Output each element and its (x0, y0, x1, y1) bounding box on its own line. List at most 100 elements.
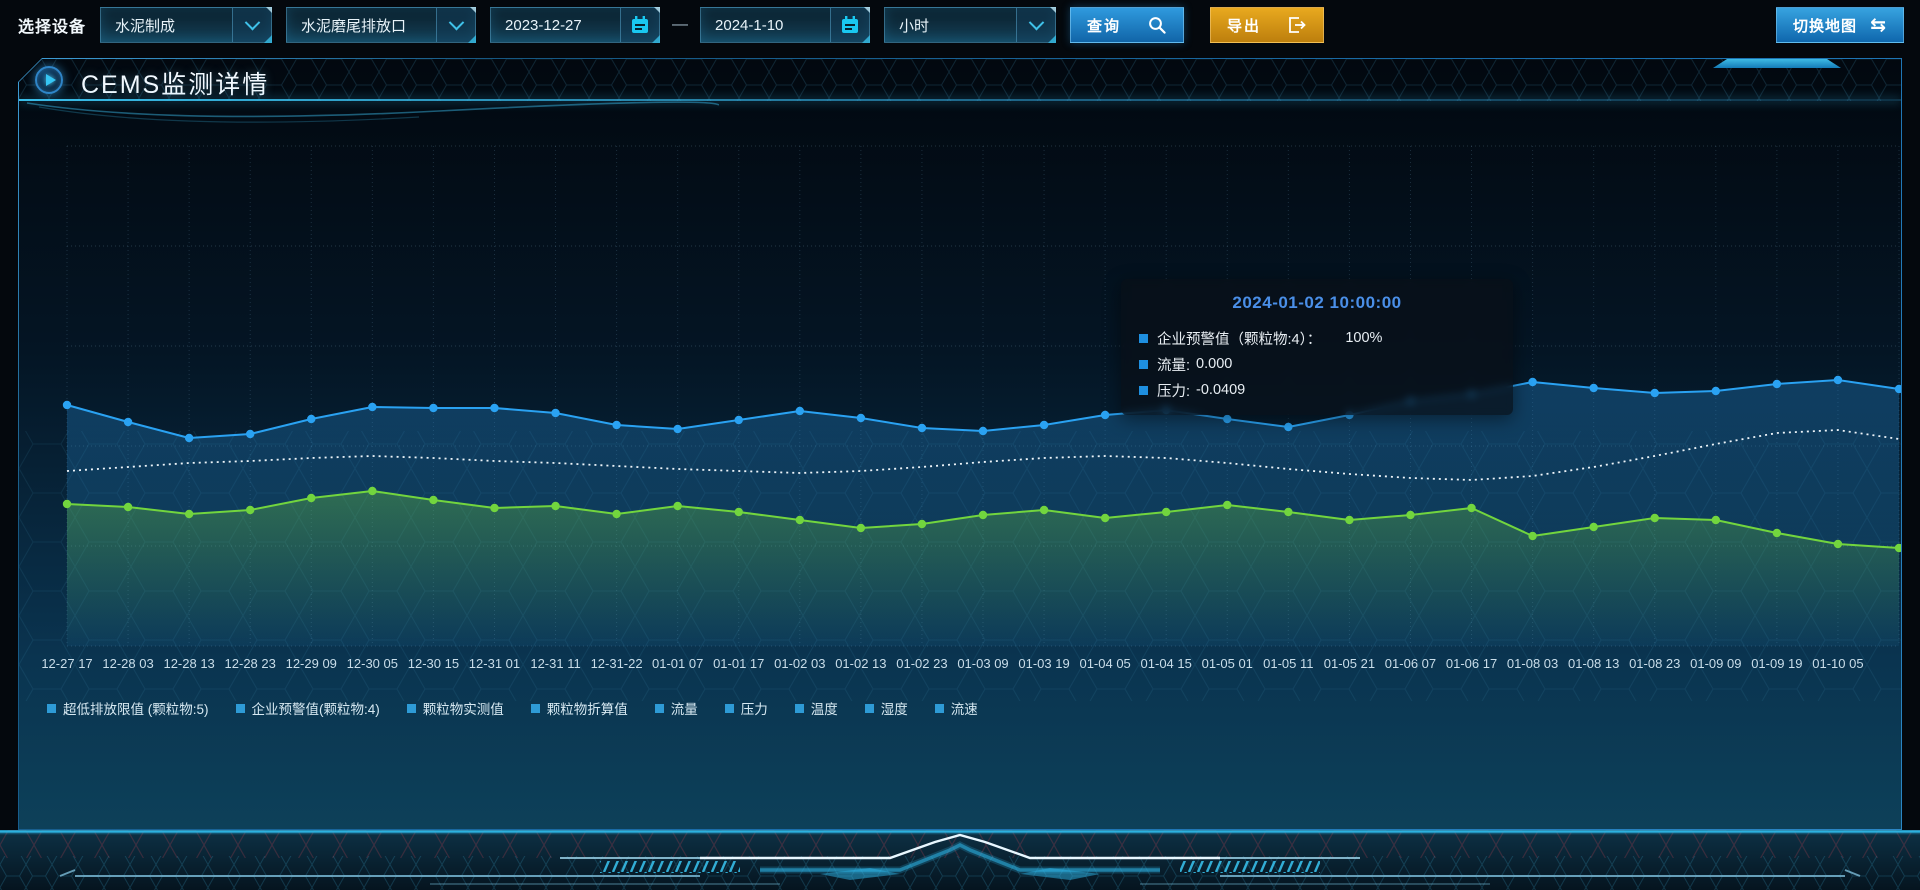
svg-text:12-29 09: 12-29 09 (286, 656, 337, 671)
tooltip-row: 压力: -0.0409 (1139, 377, 1495, 403)
svg-text:01-08 13: 01-08 13 (1568, 656, 1619, 671)
end-date-value: 2024-1-10 (715, 16, 784, 34)
calendar-icon-glyph (842, 16, 859, 33)
svg-text:01-05 01: 01-05 01 (1202, 656, 1253, 671)
header-tab-decoration (1713, 59, 1841, 68)
svg-text:01-01 17: 01-01 17 (713, 656, 764, 671)
chart-legend: 超低排放限值 (颗粒物:5) 企业预警值(颗粒物:4) 颗粒物实测值 颗粒物折算值 流量… (47, 698, 978, 718)
legend-item[interactable]: 流量 (654, 698, 698, 718)
tooltip-series-value: 0.000 (1196, 356, 1233, 372)
legend-item[interactable]: 压力 (724, 698, 768, 718)
legend-item[interactable]: 湿度 (864, 698, 908, 718)
x-axis-labels: 12-27 17 12-28 03 12-28 13 12-28 23 12-29 09… (41, 656, 1863, 671)
svg-text:12-30 05: 12-30 05 (347, 656, 398, 671)
legend-marker-icon (864, 703, 874, 713)
chart-point-markers (62, 375, 1901, 553)
legend-marker-icon (654, 703, 664, 713)
panel-header: CEMS监测详情 (19, 59, 1901, 101)
legend-item-label: 流量 (670, 702, 698, 717)
legend-marker-icon (724, 703, 734, 713)
legend-item[interactable]: 流速 (934, 698, 978, 718)
legend-item-label: 超低排放限值 (颗粒物:5) (63, 702, 209, 717)
legend-item[interactable]: 颗粒物实测值 (406, 698, 504, 718)
legend-marker-icon (235, 703, 245, 713)
legend-item[interactable]: 温度 (794, 698, 838, 718)
legend-marker-icon (530, 703, 540, 713)
legend-marker-icon (47, 703, 56, 713)
legend-item-label: 温度 (810, 702, 838, 717)
tooltip-series-marker-icon (1139, 359, 1148, 369)
device-select-label: 选择设备 (18, 19, 87, 36)
outlet-select-value: 水泥磨尾排放口 (301, 17, 407, 35)
tooltip-series-value: 100% (1345, 330, 1383, 346)
svg-text:01-10 05: 01-10 05 (1812, 656, 1863, 671)
tooltip-series-value: -0.0409 (1196, 382, 1246, 398)
legend-marker-icon (934, 703, 944, 713)
svg-text:01-09 19: 01-09 19 (1751, 656, 1802, 671)
cems-panel-body: CEMS监测详情 (19, 59, 1901, 829)
svg-text:01-08 03: 01-08 03 (1507, 656, 1558, 671)
date-range-separator: — (672, 16, 689, 33)
svg-text:12-28 23: 12-28 23 (225, 656, 276, 671)
device-select-value: 水泥制成 (115, 17, 176, 35)
svg-text:12-28 13: 12-28 13 (163, 656, 214, 671)
calendar-icon[interactable] (620, 8, 660, 42)
switch-map-button-label: 切换地图 (1793, 17, 1858, 35)
tooltip-row: 企业预警值（颗粒物:4）： 100% (1139, 325, 1495, 351)
svg-text:12-31-22: 12-31-22 (591, 656, 643, 671)
legend-item-label: 流速 (950, 702, 978, 717)
granularity-select[interactable]: 小时 (884, 7, 1057, 43)
svg-text:01-03 09: 01-03 09 (957, 656, 1008, 671)
legend-item[interactable]: 颗粒物折算值 (530, 698, 628, 718)
legend-item-label: 压力 (740, 702, 768, 717)
legend-item-label: 湿度 (880, 702, 908, 717)
chevron-down-icon[interactable] (232, 8, 272, 42)
svg-text:01-02 23: 01-02 23 (896, 656, 947, 671)
legend-item-label: 颗粒物折算值 (546, 702, 628, 717)
export-button-label: 导出 (1227, 17, 1262, 35)
panel-title: CEMS监测详情 (81, 71, 270, 99)
svg-text:01-08 23: 01-08 23 (1629, 656, 1680, 671)
query-button-label: 查询 (1087, 17, 1122, 35)
svg-text:12-31 01: 12-31 01 (469, 656, 520, 671)
tooltip-series-label: 压力: (1157, 383, 1191, 400)
tooltip-series-label: 企业预警值（颗粒物:4）： (1157, 331, 1322, 348)
chevron-down-icon[interactable] (436, 8, 476, 42)
legend-item[interactable]: 企业预警值(颗粒物:4) (235, 698, 380, 718)
svg-text:12-31 11: 12-31 11 (530, 656, 580, 671)
swap-arrows-icon: ⇆ (1870, 14, 1887, 36)
chart-area[interactable]: 12-27 17 12-28 03 12-28 13 12-28 23 12-29 09… (19, 101, 1901, 829)
query-button[interactable]: 查询 (1070, 7, 1185, 43)
svg-text:01-03 19: 01-03 19 (1018, 656, 1069, 671)
tooltip-series-marker-icon (1139, 333, 1148, 343)
end-date-input[interactable]: 2024-1-10 (700, 7, 871, 43)
legend-item-label: 企业预警值(颗粒物:4) (251, 702, 380, 717)
export-button[interactable]: 导出 (1210, 7, 1325, 43)
outlet-select[interactable]: 水泥磨尾排放口 (286, 7, 477, 43)
legend-marker-icon (406, 703, 416, 713)
device-select[interactable]: 水泥制成 (100, 7, 273, 43)
bottom-hud-decoration (0, 830, 1920, 890)
chevron-down-icon[interactable] (1016, 8, 1056, 42)
switch-map-button[interactable]: 切换地图 ⇆ (1776, 7, 1904, 43)
tooltip-series-label: 流量: (1157, 357, 1191, 374)
export-icon (1289, 17, 1306, 33)
tooltip-series-marker-icon (1139, 385, 1148, 395)
legend-item[interactable]: 超低排放限值 (颗粒物:5) (47, 698, 209, 718)
search-icon (1149, 16, 1166, 34)
legend-marker-icon (794, 703, 804, 713)
svg-text:01-06 07: 01-06 07 (1385, 656, 1436, 671)
svg-text:01-01 07: 01-01 07 (652, 656, 703, 671)
start-date-input[interactable]: 2023-12-27 (490, 7, 661, 43)
cems-panel: CEMS监测详情 (18, 58, 1902, 830)
svg-text:01-02 03: 01-02 03 (774, 656, 825, 671)
svg-text:12-28 03: 12-28 03 (102, 656, 153, 671)
cems-line-chart[interactable]: 12-27 17 12-28 03 12-28 13 12-28 23 12-29 09… (19, 101, 1901, 701)
svg-text:12-27 17: 12-27 17 (41, 656, 92, 671)
svg-text:01-06 17: 01-06 17 (1446, 656, 1497, 671)
calendar-icon-glyph (632, 16, 649, 33)
chart-tooltip: 2024-01-02 10:00:00 企业预警值（颗粒物:4）： 100% 流量:… (1121, 279, 1513, 415)
play-icon (35, 66, 63, 94)
calendar-icon[interactable] (830, 8, 870, 42)
